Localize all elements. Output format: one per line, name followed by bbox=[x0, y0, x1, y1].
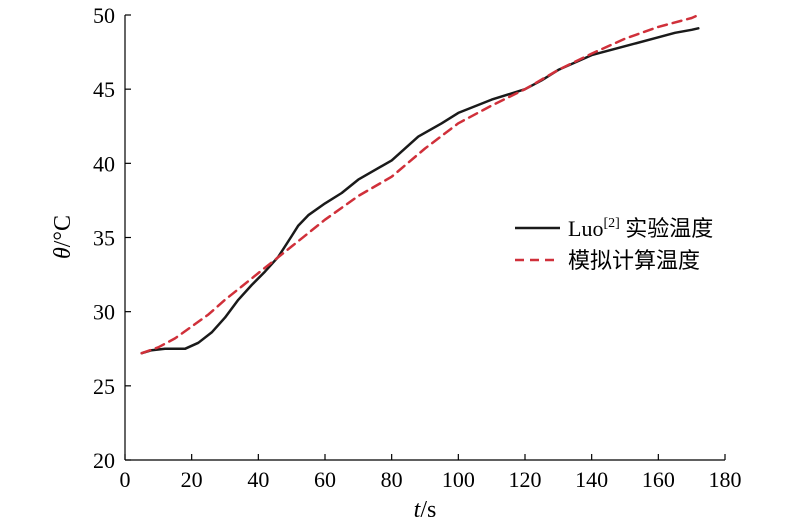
x-tick-label: 20 bbox=[181, 467, 203, 492]
legend-label-experimental: Luo[2] 实验温度 bbox=[568, 216, 713, 241]
x-tick-label: 0 bbox=[120, 467, 131, 492]
x-ticks: 0 20 40 60 80 100 120 140 160 180 bbox=[120, 454, 742, 492]
y-tick-label: 30 bbox=[93, 300, 115, 325]
series-layer bbox=[140, 13, 700, 355]
y-tick-label: 50 bbox=[93, 3, 115, 28]
legend-label-simulated: 模拟计算温度 bbox=[568, 248, 700, 273]
y-ticks: 20 25 30 35 40 45 50 bbox=[93, 3, 131, 473]
x-tick-label: 80 bbox=[381, 467, 403, 492]
x-tick-label: 180 bbox=[709, 467, 742, 492]
x-tick-label: 40 bbox=[247, 467, 269, 492]
y-axis-title-symbol: θ bbox=[50, 247, 76, 259]
x-tick-label: 60 bbox=[314, 467, 336, 492]
x-tick-label: 100 bbox=[442, 467, 475, 492]
series-line-simulated bbox=[140, 13, 700, 355]
y-axis-title-unit: /°C bbox=[50, 215, 76, 247]
x-axis-title-symbol: t bbox=[414, 497, 422, 523]
series-line-experimental bbox=[140, 27, 700, 355]
x-tick-label: 120 bbox=[509, 467, 542, 492]
legend: Luo[2] 实验温度 模拟计算温度 bbox=[515, 216, 713, 273]
x-axis-title: t/s bbox=[414, 497, 437, 523]
y-tick-label: 35 bbox=[93, 226, 115, 251]
x-tick-label: 140 bbox=[575, 467, 608, 492]
y-tick-label: 25 bbox=[93, 374, 115, 399]
x-tick-label: 160 bbox=[642, 467, 675, 492]
y-tick-label: 40 bbox=[93, 151, 115, 176]
y-tick-label: 20 bbox=[93, 448, 115, 473]
y-axis-title: θ/°C bbox=[50, 215, 76, 259]
legend-label-experimental-main: Luo bbox=[568, 216, 603, 241]
legend-label-experimental-sup: [2] bbox=[603, 216, 619, 231]
x-axis-title-unit: /s bbox=[420, 497, 436, 523]
y-tick-label: 45 bbox=[93, 77, 115, 102]
legend-label-experimental-rest: 实验温度 bbox=[620, 216, 714, 241]
